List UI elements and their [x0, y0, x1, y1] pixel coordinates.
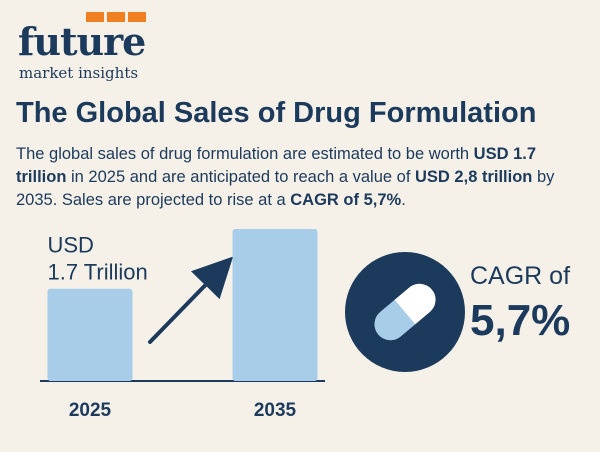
description-highlight: CAGR of 5,7% [290, 191, 402, 209]
logo-tagline: market insights [19, 64, 139, 82]
description-part: by 2035. Sales are projected to rise at … [16, 168, 555, 209]
bar-data-label: 1.7 Trillion [48, 260, 148, 285]
description-part: The global sales of drug formulation are… [16, 145, 474, 163]
x-tick-label: 2025 [69, 400, 112, 421]
x-tick-label: 2035 [254, 400, 297, 421]
description-text: The global sales of drug formulation are… [16, 143, 586, 212]
bar-2025 [47, 288, 133, 381]
page-title: The Global Sales of Drug Formulation [16, 97, 537, 129]
logo-accent-blocks [86, 12, 146, 22]
logo-wordmark: future [18, 19, 146, 64]
bar-data-label: USD [48, 233, 94, 258]
cagr-label: CAGR of [470, 262, 571, 290]
description-part: . [401, 191, 406, 209]
capsule-icon [345, 252, 465, 372]
description-part: in 2025 and are anticipated to reach a v… [66, 168, 416, 186]
brand-logo: future market insights [18, 12, 218, 82]
description-highlight: USD 1.7 trillion [16, 145, 537, 186]
growth-arrow [148, 256, 234, 344]
description-highlight: USD 2,8 trillion [415, 168, 533, 186]
cagr-value: 5,7% [470, 296, 571, 345]
bar-2035 [232, 229, 318, 381]
